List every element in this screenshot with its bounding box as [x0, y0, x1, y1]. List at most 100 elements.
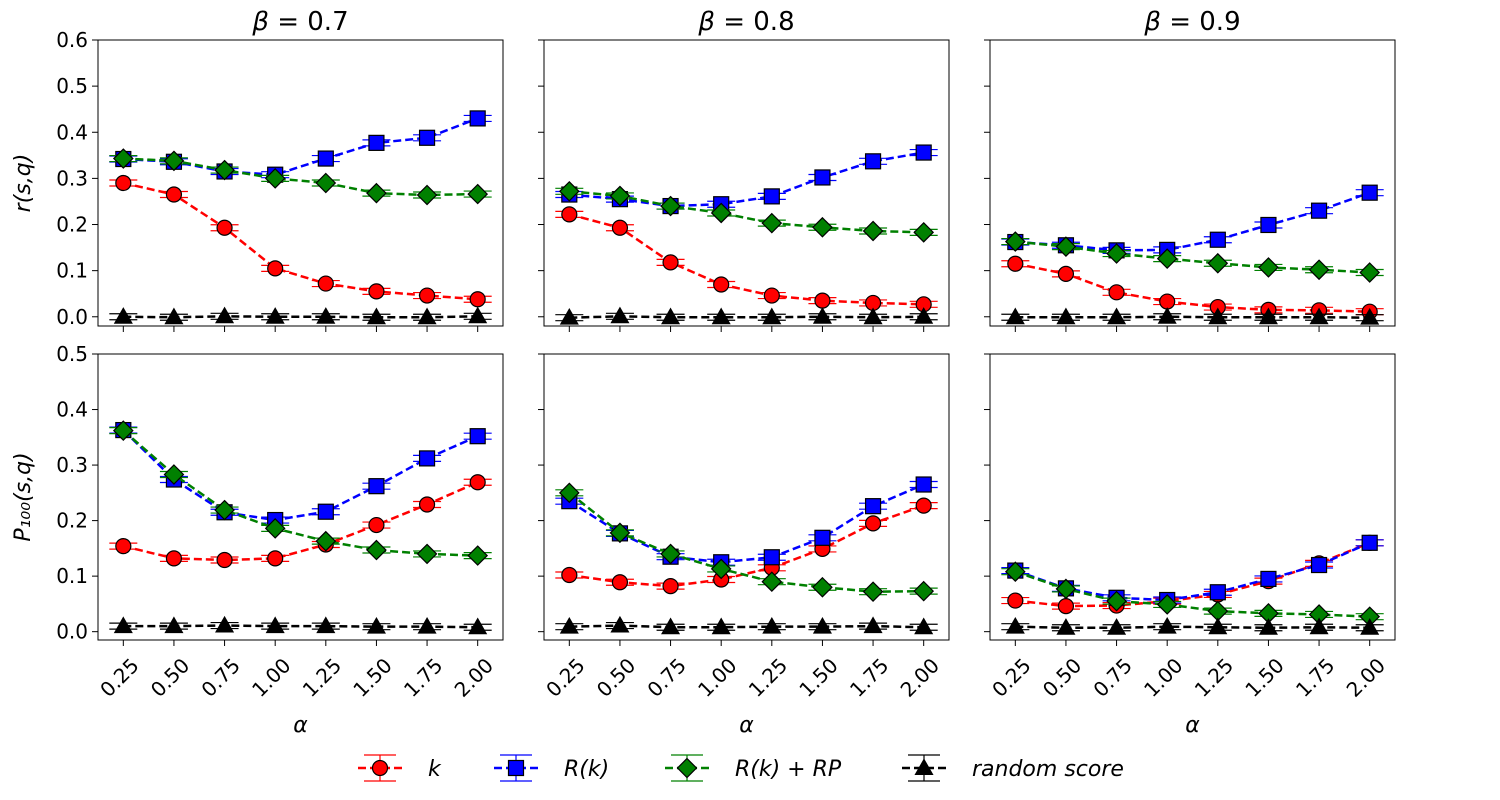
- series-line: [569, 624, 924, 629]
- panel-title: β = 0.9: [1143, 7, 1240, 37]
- data-point: [368, 516, 385, 534]
- data-point: [561, 206, 578, 223]
- data-point: [1258, 257, 1279, 278]
- data-point: [1209, 584, 1226, 601]
- data-point: [1157, 307, 1177, 324]
- legend-entry-k: k: [358, 754, 442, 782]
- data-point: [469, 474, 486, 491]
- data-point: [914, 617, 934, 635]
- data-point: [112, 420, 134, 441]
- data-point: [366, 616, 386, 634]
- data-point: [267, 260, 284, 277]
- series-line: [123, 181, 478, 301]
- y-tick-label: 0.0: [56, 305, 88, 329]
- series-line: [569, 315, 924, 319]
- data-point: [417, 307, 437, 325]
- data-point: [469, 110, 486, 127]
- series-r-k-rp: [555, 482, 938, 603]
- legend-entry-r-k-: R(k): [494, 754, 609, 782]
- series-k: [109, 474, 492, 569]
- data-point: [1157, 616, 1177, 634]
- data-point: [416, 543, 438, 565]
- data-point: [763, 287, 780, 304]
- data-point: [165, 550, 183, 567]
- data-point: [1309, 617, 1329, 635]
- x-tick-label: 2.00: [1342, 653, 1390, 701]
- data-point: [558, 482, 580, 504]
- legend-marker: [507, 759, 525, 777]
- x-axis-label: α: [739, 713, 754, 738]
- y-tick-label: 0.4: [56, 398, 88, 422]
- data-point: [1260, 216, 1277, 234]
- series-r-k-rp: [109, 148, 492, 206]
- panel-frame: [97, 39, 504, 327]
- x-tick-label: 0.50: [592, 653, 640, 701]
- x-tick-label: 1.00: [247, 653, 295, 701]
- panel-title: β = 0.7: [251, 7, 348, 37]
- data-point: [1156, 594, 1178, 615]
- data-point: [609, 522, 631, 544]
- panel-r0-c2: β = 0.9: [984, 7, 1396, 332]
- data-point: [1004, 561, 1026, 583]
- data-point: [115, 174, 132, 192]
- data-point: [1055, 578, 1077, 600]
- x-tick-label: 0.75: [1088, 653, 1136, 701]
- data-point: [915, 144, 932, 161]
- data-point: [1107, 618, 1127, 635]
- y-tick-label: 0.3: [56, 453, 88, 477]
- x-tick-label: 1.75: [399, 653, 447, 701]
- data-point: [112, 148, 134, 169]
- panel-r0-c1: β = 0.8: [538, 7, 950, 332]
- data-point: [469, 291, 486, 308]
- series-r-k-rp: [1001, 561, 1384, 628]
- data-point: [862, 220, 884, 242]
- data-point: [165, 186, 183, 203]
- x-tick-label: 2.00: [450, 653, 498, 701]
- data-point: [265, 307, 285, 324]
- x-tick-label: 1.25: [744, 653, 792, 701]
- data-point: [468, 306, 488, 324]
- x-tick-label: 1.75: [1291, 653, 1339, 701]
- series-random-score: [109, 306, 492, 325]
- data-point: [913, 580, 935, 602]
- data-point: [660, 195, 681, 217]
- series-random-score: [1001, 307, 1384, 325]
- legend-marker: [676, 757, 698, 779]
- panel-r1-c0: 0.00.10.20.30.40.50.25 0.50 0.75 1.00 1.25 1.…: [11, 342, 504, 738]
- data-point: [812, 616, 832, 634]
- data-point: [214, 159, 235, 181]
- data-point: [1309, 307, 1329, 325]
- data-point: [814, 529, 831, 546]
- y-tick-label: 0.1: [56, 259, 88, 283]
- data-point: [763, 549, 780, 566]
- data-point: [1360, 307, 1380, 325]
- data-point: [661, 307, 681, 325]
- legend-entry-random-score: random score: [902, 754, 1124, 782]
- data-point: [1005, 616, 1025, 634]
- data-point: [113, 616, 133, 634]
- data-point: [1057, 265, 1075, 282]
- data-point: [1004, 231, 1026, 252]
- series-random-score: [555, 306, 938, 325]
- data-point: [366, 307, 386, 325]
- data-point: [1359, 262, 1381, 283]
- data-point: [1106, 243, 1127, 264]
- series-k: [109, 174, 492, 308]
- data-point: [366, 182, 387, 204]
- data-point: [915, 497, 932, 514]
- data-point: [1258, 307, 1278, 325]
- y-tick-label: 0.3: [56, 166, 88, 190]
- data-point: [662, 578, 679, 595]
- data-point: [1007, 592, 1024, 609]
- data-point: [862, 581, 884, 603]
- x-axis-label: α: [1185, 713, 1200, 738]
- data-point: [1057, 598, 1075, 615]
- x-tick-label: 0.50: [146, 653, 194, 701]
- series-line: [1015, 315, 1370, 319]
- data-point: [264, 518, 286, 539]
- data-point: [662, 254, 679, 271]
- data-point: [1308, 259, 1330, 281]
- x-tick-label: 0.25: [987, 653, 1035, 701]
- data-point: [812, 216, 833, 238]
